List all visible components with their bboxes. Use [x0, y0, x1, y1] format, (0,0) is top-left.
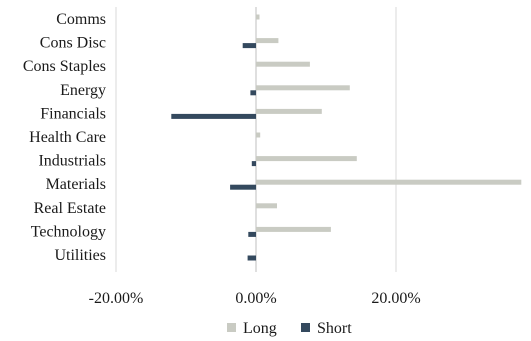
category-label: Real Estate — [34, 200, 106, 217]
legend: Long Short — [227, 320, 352, 337]
category-label: Utilities — [54, 247, 106, 264]
category-label: Cons Disc — [40, 35, 106, 52]
bar-short — [248, 231, 256, 237]
x-tick-label: 20.00% — [371, 290, 420, 307]
bars — [171, 14, 522, 261]
bar-long — [256, 203, 277, 209]
legend-label-short: Short — [317, 320, 352, 337]
x-tick-label: -20.00% — [89, 290, 144, 307]
category-label: Technology — [31, 223, 106, 240]
legend-swatch-long — [227, 323, 236, 332]
bar-long — [256, 108, 322, 114]
bar-long — [256, 179, 522, 185]
category-label: Health Care — [29, 129, 106, 146]
category-label: Financials — [40, 105, 106, 122]
x-tick-labels: -20.00% 0.00% 20.00% — [89, 290, 421, 307]
bar-long — [256, 156, 357, 162]
legend-swatch-short — [301, 323, 310, 332]
category-labels: Comms Cons Disc Cons Staples Energy Financia… — [23, 11, 106, 264]
category-label: Comms — [56, 11, 106, 28]
category-label: Materials — [46, 176, 106, 193]
bar-long — [256, 38, 279, 44]
bar-short — [247, 255, 256, 261]
bar-long — [256, 61, 310, 67]
bar-long — [256, 14, 260, 20]
bar-long — [256, 226, 331, 232]
bar-short — [242, 43, 256, 49]
category-label: Energy — [60, 82, 106, 99]
category-label: Industrials — [38, 153, 106, 170]
bar-short — [230, 184, 256, 190]
bar-short — [171, 113, 256, 119]
category-label: Cons Staples — [23, 58, 106, 75]
bar-long — [256, 85, 350, 91]
x-tick-label: 0.00% — [235, 290, 276, 307]
bar-short — [250, 90, 256, 96]
bar-short — [251, 161, 256, 167]
bar-long — [256, 132, 261, 138]
legend-label-long: Long — [243, 320, 277, 337]
